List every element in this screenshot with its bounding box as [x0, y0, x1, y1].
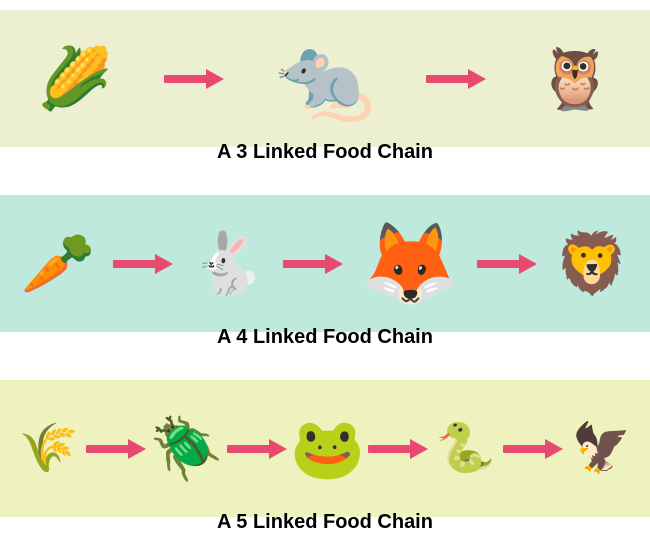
arrow-icon	[283, 252, 343, 276]
frog-icon: 🐸	[290, 419, 365, 479]
beetle-icon: 🪲	[149, 419, 224, 479]
rabbit-icon: 🐇	[190, 234, 265, 294]
food-chain-3: 🌽 🐀 🦉 A 3 Linked Food Chain	[0, 10, 650, 170]
lion-icon: 🦁	[554, 234, 629, 294]
fox-icon: 🦊	[360, 224, 460, 304]
chain-caption: A 4 Linked Food Chain	[217, 326, 433, 355]
corn-icon: 🌽	[38, 49, 113, 109]
eagle-icon: 🦅	[566, 425, 636, 473]
chain-band: 🌾 🪲 🐸 🐍 🦅	[0, 380, 650, 517]
arrow-icon	[164, 67, 224, 91]
food-chain-5: 🌾 🪲 🐸 🐍 🦅 A 5 Linked Food Chain	[0, 380, 650, 540]
owl-icon: 🦉	[538, 49, 613, 109]
grass-icon: 🌾	[13, 425, 83, 473]
food-chain-4: 🥕 🐇 🦊 🦁 A 4 Linked Food Chain	[0, 195, 650, 355]
snake-icon: 🐍	[431, 425, 501, 473]
arrow-icon	[426, 67, 486, 91]
chain-caption: A 3 Linked Food Chain	[217, 141, 433, 170]
arrow-icon	[227, 437, 287, 461]
mouse-icon: 🐀	[275, 39, 375, 119]
chain-caption: A 5 Linked Food Chain	[217, 511, 433, 540]
chain-band: 🌽 🐀 🦉	[0, 10, 650, 147]
chain-band: 🥕 🐇 🦊 🦁	[0, 195, 650, 332]
arrow-icon	[503, 437, 563, 461]
carrot-icon: 🥕	[21, 234, 96, 294]
arrow-icon	[368, 437, 428, 461]
arrow-icon	[86, 437, 146, 461]
arrow-icon	[477, 252, 537, 276]
arrow-icon	[113, 252, 173, 276]
